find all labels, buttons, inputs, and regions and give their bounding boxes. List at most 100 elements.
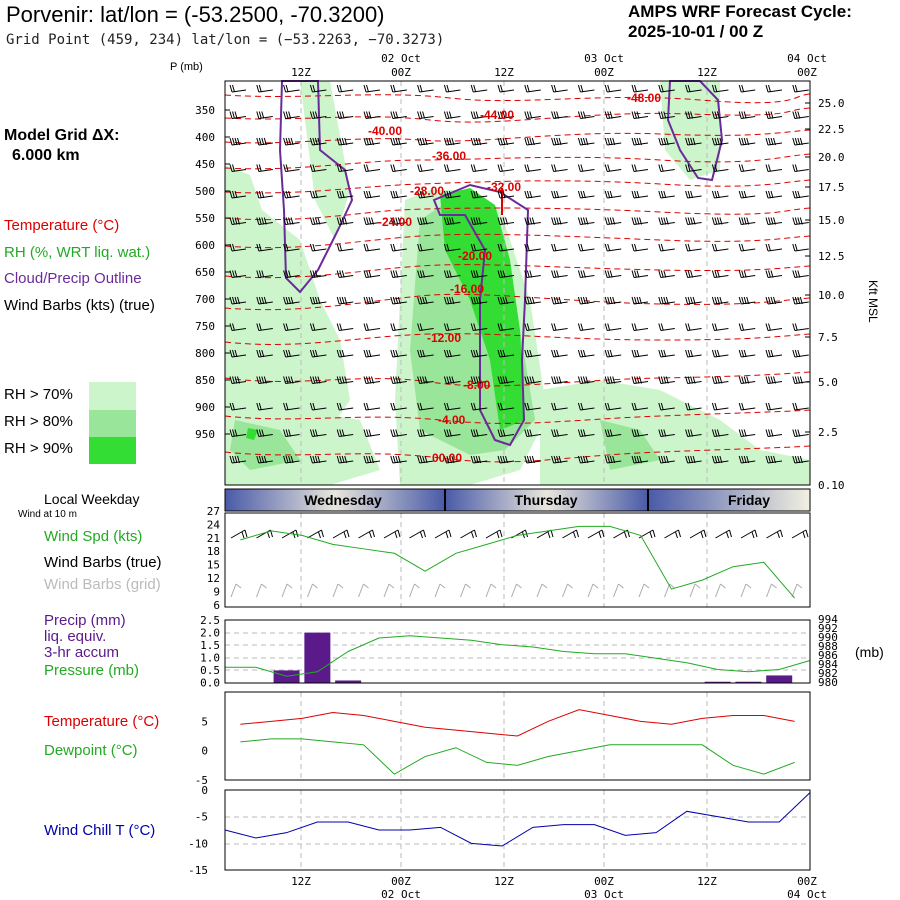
wind-barb-grid <box>434 583 446 598</box>
bottom-tick-0: 12Z <box>291 875 311 888</box>
xs-barb <box>577 84 595 93</box>
rh80-label: RH > 80% <box>4 413 73 430</box>
xs-barb <box>283 296 300 305</box>
xs-barb <box>792 190 809 199</box>
xs-barb <box>363 402 381 411</box>
xs-barb <box>417 111 434 119</box>
xs-barb <box>497 349 515 358</box>
wind-barb-grid <box>256 583 267 598</box>
xs-barb <box>524 84 541 93</box>
pressure-tick-986: 986 <box>818 649 838 662</box>
height-tick-8: 5.0 <box>818 376 838 389</box>
xs-barb <box>631 349 649 358</box>
wind-barb-10m <box>230 529 248 539</box>
xs-barb <box>738 243 756 252</box>
xs-barb <box>283 164 300 172</box>
pressure-unit-label: (mb) <box>855 644 884 660</box>
xs-barb <box>417 296 434 305</box>
xs-barb <box>363 429 381 437</box>
precip-legend-2: liq. equiv. <box>44 628 107 645</box>
height-tick-5: 12.5 <box>818 250 845 263</box>
weekday-2: Thursday <box>514 492 577 508</box>
wind-barb-10m <box>409 529 426 539</box>
xs-barb <box>336 137 354 146</box>
xs-barb <box>604 429 622 437</box>
wind-barb-legend: Wind Barbs (kts) (true) <box>4 297 155 314</box>
height-tick-7: 7.5 <box>818 331 838 344</box>
xs-barb <box>256 164 273 172</box>
xs-barb <box>336 190 354 199</box>
wind-barb-10m <box>358 529 375 539</box>
pressure-tick-992: 992 <box>818 622 838 635</box>
xs-barb <box>551 270 568 278</box>
top-date-0: 02 Oct <box>381 52 421 65</box>
temperature-frame <box>224 691 811 781</box>
model-grid-label: Model Grid ΔX: <box>4 127 120 144</box>
precip-tick-1.0: 1.0 <box>200 652 220 665</box>
xs-barb <box>524 243 541 252</box>
pressure-tick-990: 990 <box>818 631 838 644</box>
temperature-series-legend: Temperature (°C) <box>44 713 160 730</box>
wind-chill-ticks: 0 -5 -10 -15 <box>188 784 208 877</box>
xs-barb <box>792 217 809 225</box>
xs-barb <box>551 455 568 464</box>
xs-barb <box>229 429 247 437</box>
xs-barb <box>604 190 622 199</box>
xs-barb <box>443 270 461 278</box>
xs-barb <box>711 323 729 331</box>
xs-barb <box>256 190 273 199</box>
wind-chill-frame <box>224 789 811 871</box>
xs-barb <box>551 190 568 199</box>
xs-barb <box>497 323 515 331</box>
bottom-date-0: 02 Oct <box>381 888 421 900</box>
xs-barb <box>470 402 488 411</box>
precip-tick-2.0: 2.0 <box>200 627 220 640</box>
xs-barb <box>443 402 461 411</box>
wind-barb-10m <box>562 529 579 539</box>
rh70-swatch <box>89 382 136 410</box>
xs-barb <box>685 164 702 172</box>
xs-barb <box>711 349 729 358</box>
xs-barb <box>711 190 729 199</box>
xs-barb <box>363 164 381 172</box>
top-date-1: 03 Oct <box>584 52 624 65</box>
wind-barb-10m <box>740 529 758 539</box>
xs-barb <box>685 217 702 225</box>
xs-barb <box>765 84 783 93</box>
xs-barb <box>443 455 461 464</box>
xs-barb <box>711 429 729 437</box>
xs-barb <box>229 402 247 411</box>
xs-barb <box>631 376 649 384</box>
pressure-tick-450: 450 <box>195 158 215 171</box>
pressure-tick-984: 984 <box>818 658 838 671</box>
wind-barb-10m <box>715 529 732 539</box>
xs-barb <box>336 323 354 331</box>
xs-barb <box>524 217 541 225</box>
wind-barb-grid <box>460 583 471 598</box>
xs-barb <box>711 84 729 93</box>
wind-tick-9: 9 <box>213 585 220 598</box>
xs-barb <box>604 164 622 172</box>
xs-barb <box>658 270 675 278</box>
xs-barb <box>229 270 247 278</box>
xs-barb <box>336 296 354 305</box>
xs-barb <box>497 217 515 225</box>
wind-barb-grid <box>664 583 675 598</box>
xs-barb <box>738 323 756 331</box>
xs-barb <box>256 217 273 225</box>
xs-barb <box>524 323 541 331</box>
xs-barb <box>551 137 568 146</box>
xs-barb <box>470 323 488 331</box>
temperature-panel: 5 0 -5 <box>195 691 811 787</box>
wind-barb-10m <box>485 529 503 539</box>
xs-barb <box>685 296 702 305</box>
pressure-tick-982: 982 <box>818 667 838 680</box>
xs-barb <box>524 402 541 411</box>
xs-barb <box>336 455 354 464</box>
xs-barb <box>256 270 273 278</box>
xs-barb <box>229 376 247 384</box>
rh80-swatch <box>89 410 136 437</box>
xs-barb <box>417 429 434 437</box>
temp-tick--5: -5 <box>195 774 208 787</box>
